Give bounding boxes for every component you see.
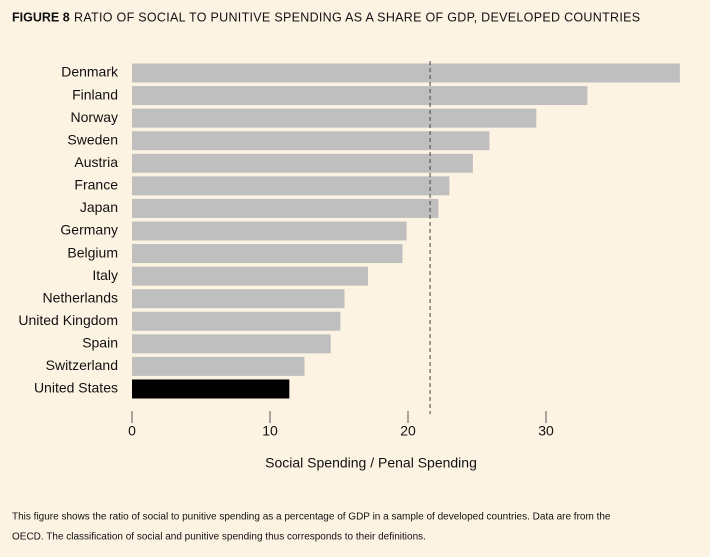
y-tick-label: Germany bbox=[60, 222, 118, 238]
y-tick-label: Netherlands bbox=[43, 289, 119, 305]
bar bbox=[132, 221, 407, 241]
y-tick-label: United States bbox=[34, 380, 118, 396]
figure-label: FIGURE 8 bbox=[12, 10, 70, 24]
x-tick-label: 30 bbox=[538, 423, 554, 439]
bar bbox=[132, 266, 368, 286]
chart-title: RATIO OF SOCIAL TO PUNITIVE SPENDING AS … bbox=[74, 10, 640, 24]
bar bbox=[132, 131, 490, 151]
bar bbox=[132, 108, 537, 128]
y-tick-label: France bbox=[74, 177, 118, 193]
x-tick-label: 0 bbox=[128, 423, 136, 439]
bar bbox=[132, 86, 588, 106]
bar bbox=[132, 356, 305, 376]
x-tick-label: 20 bbox=[400, 423, 416, 439]
bar bbox=[132, 334, 331, 354]
y-tick-label: Austria bbox=[74, 154, 118, 170]
y-tick-label: Norway bbox=[71, 109, 118, 125]
y-tick-label: Switzerland bbox=[46, 357, 118, 373]
bar bbox=[132, 176, 450, 196]
y-tick-label: Spain bbox=[82, 335, 118, 351]
y-tick-label: Belgium bbox=[67, 244, 118, 260]
bar bbox=[132, 289, 345, 309]
y-tick-label: Japan bbox=[80, 199, 118, 215]
bar bbox=[132, 198, 439, 218]
bar bbox=[132, 63, 680, 83]
bar bbox=[132, 379, 290, 399]
caption-line: This figure shows the ratio of social to… bbox=[12, 512, 611, 523]
y-tick-label: United Kingdom bbox=[18, 312, 118, 328]
y-tick-label: Sweden bbox=[67, 131, 118, 147]
caption-line: OECD. The classification of social and p… bbox=[12, 532, 426, 543]
y-tick-label: Italy bbox=[92, 267, 118, 283]
bar bbox=[132, 311, 341, 331]
y-tick-label: Finland bbox=[72, 86, 118, 102]
y-tick-label: Denmark bbox=[61, 64, 119, 80]
x-axis-label: Social Spending / Penal Spending bbox=[265, 455, 477, 471]
x-tick-label: 10 bbox=[262, 423, 278, 439]
bar bbox=[132, 244, 403, 264]
bar bbox=[132, 153, 473, 173]
